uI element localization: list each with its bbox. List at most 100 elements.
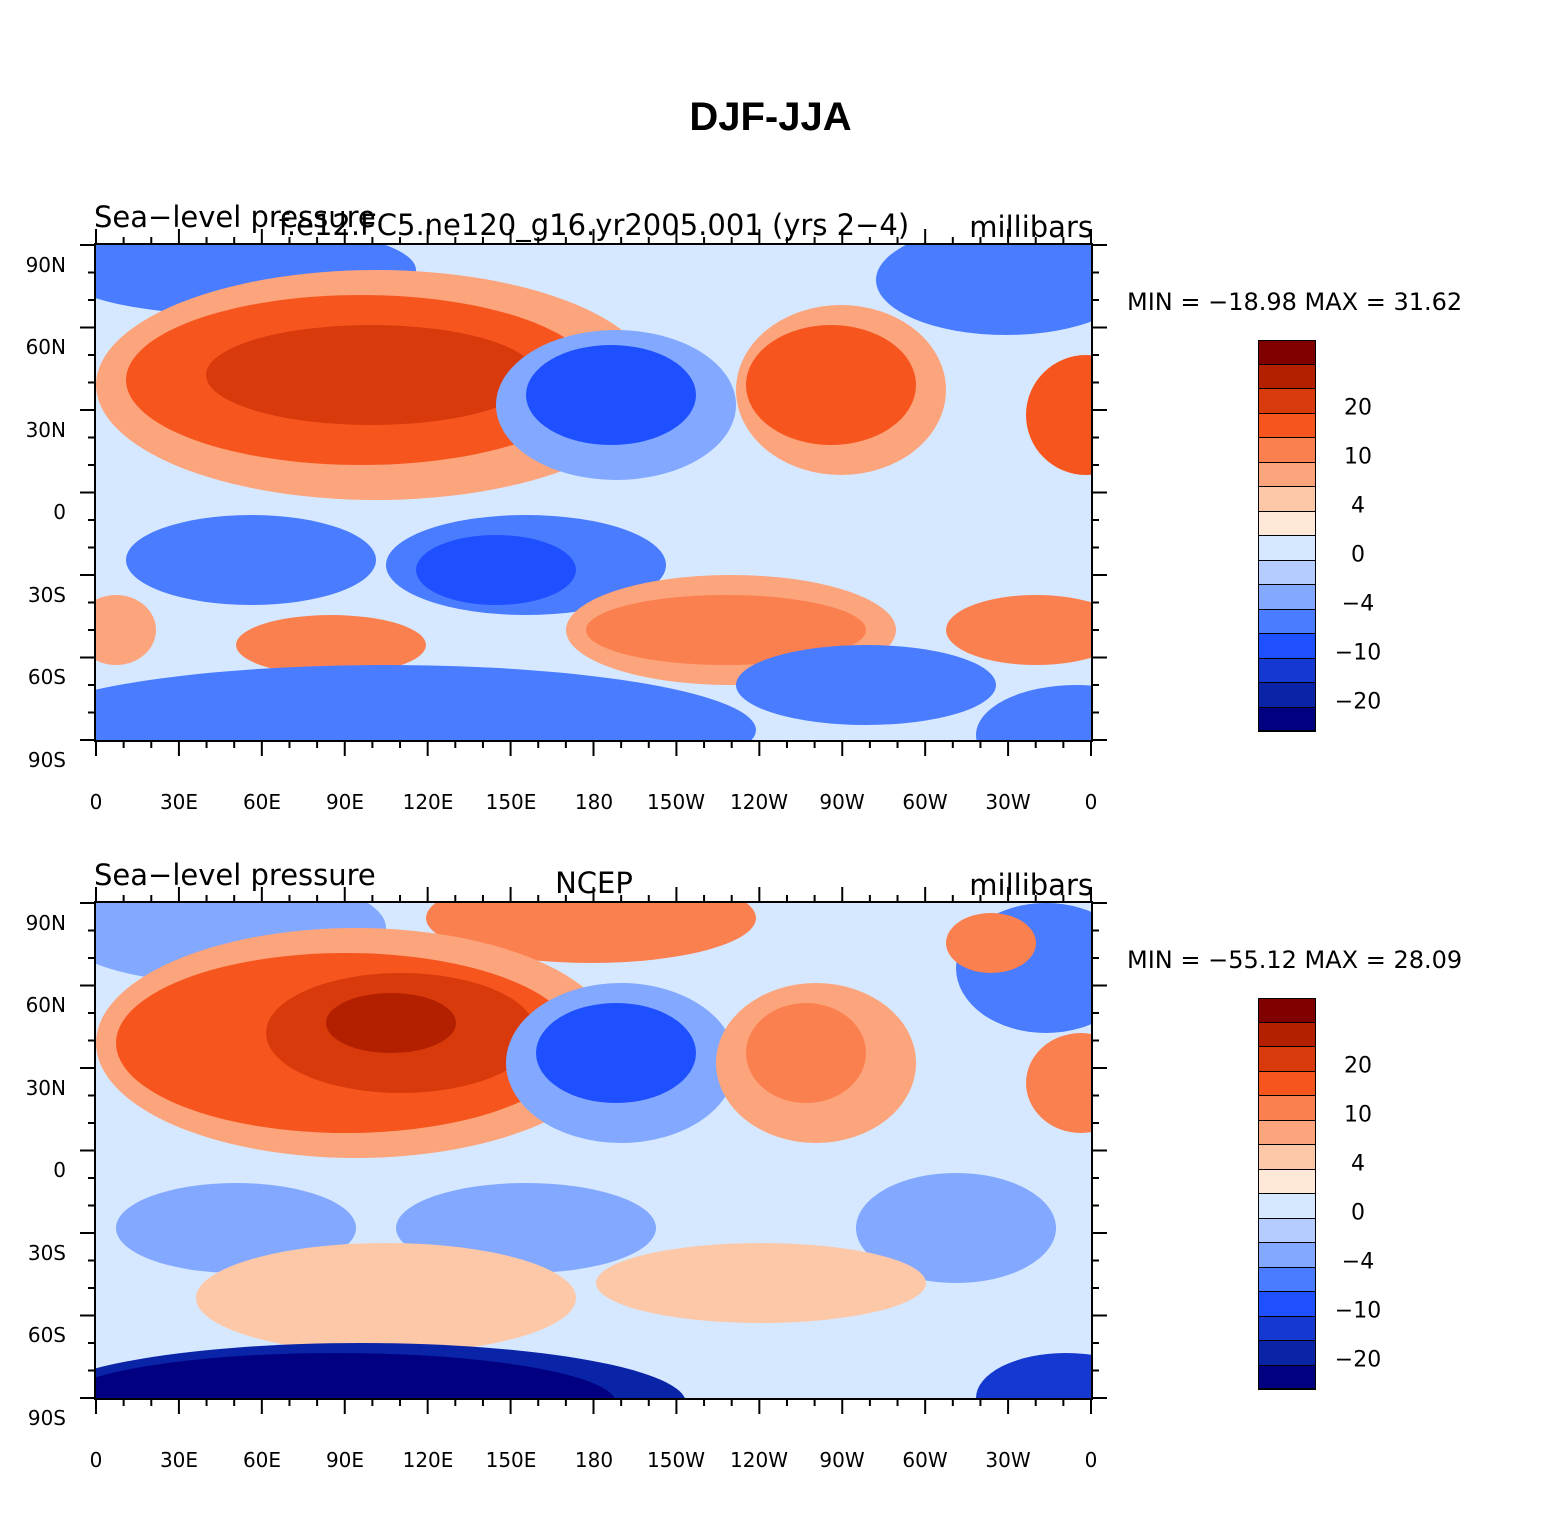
colorbar	[1258, 998, 1316, 1390]
figure-title: DJF-JJA	[689, 95, 852, 139]
lon-tick-label: 150W	[647, 790, 705, 814]
colorbar-segment	[1258, 1047, 1316, 1072]
lat-tick-label: 30N	[25, 1076, 66, 1100]
lon-tick-label: 150W	[647, 1448, 705, 1472]
lat-tick-label: 0	[53, 1158, 66, 1182]
colorbar-segment	[1258, 1292, 1316, 1317]
lon-tick-label: 180	[574, 790, 614, 814]
lon-tick-label: 0	[1084, 790, 1098, 814]
colorbar-segment	[1258, 1145, 1316, 1170]
colorbar-segment	[1258, 1243, 1316, 1268]
colorbar-segment	[1258, 658, 1316, 683]
panel-label-variable: Sea−level pressure	[94, 200, 376, 234]
panel-ncep: Sea−level pressure NCEP millibars MIN = …	[0, 858, 1541, 1518]
colorbar-segment	[1258, 1120, 1316, 1145]
colorbar-segment	[1258, 340, 1316, 365]
colorbar-segment	[1258, 1096, 1316, 1121]
colorbar-label: −10	[1334, 1298, 1382, 1324]
colorbar-label: 0	[1351, 1200, 1365, 1226]
lon-tick-label: 60E	[242, 1448, 282, 1472]
contour-map	[94, 901, 1093, 1400]
colorbar-label: −20	[1334, 689, 1382, 715]
colorbar-label: −4	[1341, 591, 1375, 617]
colorbar-segment	[1258, 1022, 1316, 1047]
lat-tick-label: 0	[53, 500, 66, 524]
colorbar-segment	[1258, 438, 1316, 463]
lat-tick-label: 60S	[27, 1323, 66, 1347]
colorbar-segment	[1258, 1218, 1316, 1243]
panel-minmax: MIN = −18.98 MAX = 31.62	[1127, 288, 1463, 316]
colorbar-label: 10	[1344, 444, 1372, 470]
panel-label-variable: Sea−level pressure	[94, 858, 376, 892]
colorbar-segment	[1258, 511, 1316, 536]
colorbar-label: 4	[1351, 493, 1365, 519]
colorbar-label: 0	[1351, 542, 1365, 568]
lon-tick-label: 90E	[325, 790, 365, 814]
map-axes	[80, 229, 1107, 756]
panel-label-units: millibars	[969, 868, 1093, 902]
lon-tick-label: 30W	[985, 1448, 1031, 1472]
lon-tick-label: 120W	[730, 790, 788, 814]
map-axes	[80, 887, 1107, 1414]
colorbar-segment	[1258, 536, 1316, 561]
colorbar-segment	[1258, 1316, 1316, 1341]
colorbar-segment	[1258, 560, 1316, 585]
lon-tick-label: 60W	[902, 790, 948, 814]
lon-tick-label: 90E	[325, 1448, 365, 1472]
lat-tick-label: 60N	[25, 335, 66, 359]
lat-tick-label: 60N	[25, 993, 66, 1017]
colorbar-segment	[1258, 487, 1316, 512]
contour-map	[94, 243, 1093, 742]
lat-tick-label: 90N	[25, 911, 66, 935]
lat-tick-label: 30S	[27, 1241, 66, 1265]
colorbar-segment	[1258, 462, 1316, 487]
colorbar-label: 20	[1344, 1053, 1372, 1079]
colorbar	[1258, 340, 1316, 732]
lon-tick-label: 30E	[159, 1448, 199, 1472]
lon-tick-label: 0	[89, 790, 103, 814]
colorbar-frame	[1258, 998, 1316, 1389]
panel-minmax: MIN = −55.12 MAX = 28.09	[1127, 946, 1463, 974]
colorbar-frame	[1258, 340, 1316, 731]
colorbar-segment	[1258, 609, 1316, 634]
lat-tick-label: 90N	[25, 253, 66, 277]
colorbar-segment	[1258, 1341, 1316, 1366]
colorbar-segment	[1258, 364, 1316, 389]
lon-tick-label: 0	[1084, 1448, 1098, 1472]
colorbar-label: 20	[1344, 395, 1372, 421]
lat-tick-label: 90S	[27, 748, 66, 772]
lat-tick-label: 30N	[25, 418, 66, 442]
colorbar-segment	[1258, 1194, 1316, 1219]
lon-tick-label: 30W	[985, 790, 1031, 814]
lon-tick-label: 120E	[402, 1448, 454, 1472]
lon-tick-label: 60W	[902, 1448, 948, 1472]
colorbar-segment	[1258, 585, 1316, 610]
lat-tick-label: 90S	[27, 1406, 66, 1430]
colorbar-label: −20	[1334, 1347, 1382, 1373]
lon-tick-label: 150E	[485, 1448, 537, 1472]
lon-tick-label: 180	[574, 1448, 614, 1472]
lon-tick-label: 90W	[819, 1448, 865, 1472]
colorbar-segment	[1258, 683, 1316, 708]
lon-tick-label: 150E	[485, 790, 537, 814]
lon-tick-label: 120W	[730, 1448, 788, 1472]
colorbar-segment	[1258, 413, 1316, 438]
colorbar-segment	[1258, 998, 1316, 1023]
colorbar-label: −4	[1341, 1249, 1375, 1275]
colorbar-label: 10	[1344, 1102, 1372, 1128]
lat-tick-label: 30S	[27, 583, 66, 607]
colorbar-label: −10	[1334, 640, 1382, 666]
lon-tick-label: 0	[89, 1448, 103, 1472]
panel-model: Sea−level pressure f.e12.FC5.ne120_g16.y…	[0, 200, 1541, 860]
lon-tick-label: 120E	[402, 790, 454, 814]
lon-tick-label: 30E	[159, 790, 199, 814]
colorbar-segment	[1258, 1267, 1316, 1292]
lon-tick-label: 90W	[819, 790, 865, 814]
lon-tick-label: 60E	[242, 790, 282, 814]
colorbar-label: 4	[1351, 1151, 1365, 1177]
lat-tick-label: 60S	[27, 665, 66, 689]
colorbar-segment	[1258, 1169, 1316, 1194]
panel-label-units: millibars	[969, 210, 1093, 244]
colorbar-segment	[1258, 634, 1316, 659]
colorbar-segment	[1258, 1365, 1316, 1390]
